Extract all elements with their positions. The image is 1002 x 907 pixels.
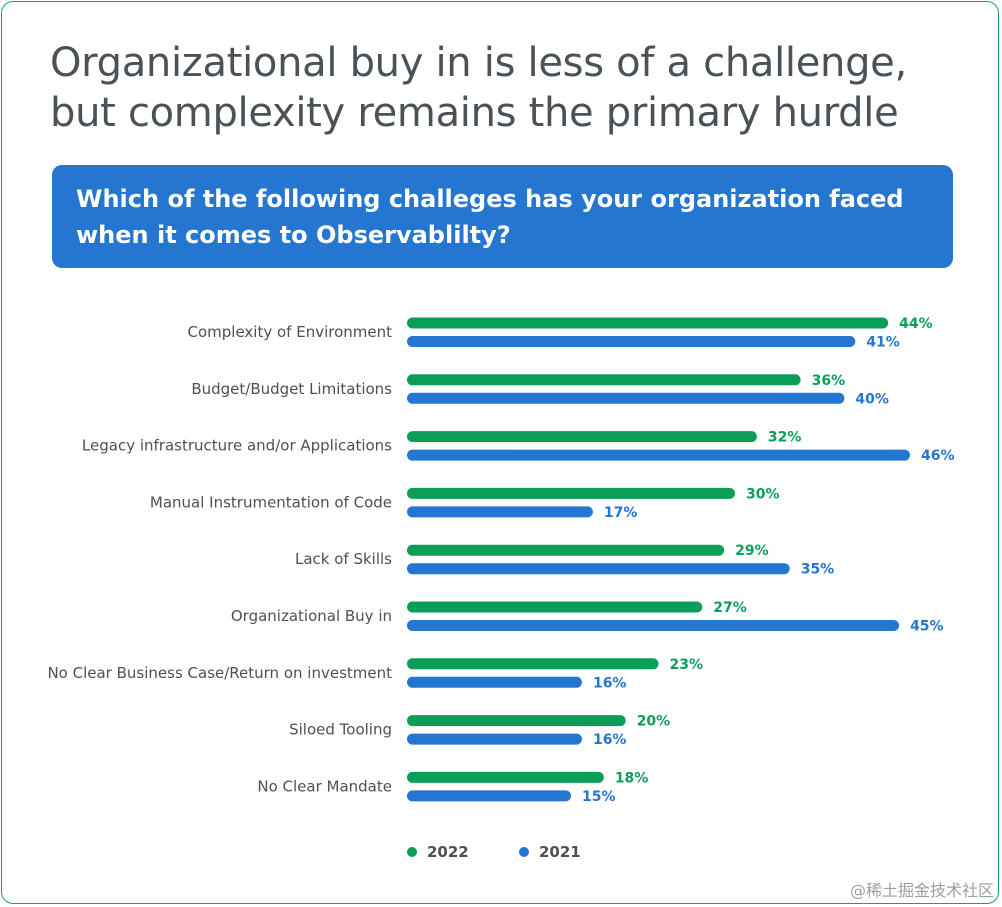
value-label-2022: 23% xyxy=(670,657,704,673)
value-label-2021: 16% xyxy=(593,675,627,691)
category-label: Organizational Buy in xyxy=(231,607,392,625)
value-label-2021: 35% xyxy=(801,562,835,578)
bar-2022 xyxy=(407,771,604,783)
question-banner: Which of the following challeges has you… xyxy=(52,165,953,268)
value-label-2022: 18% xyxy=(615,770,649,786)
legend-label-2022: 2022 xyxy=(427,843,469,861)
question-line-1: Which of the following challeges has you… xyxy=(76,185,904,213)
bar-2022 xyxy=(407,431,757,443)
watermark-text: @稀土掘金技术社区 xyxy=(849,881,994,900)
bar-2022 xyxy=(407,544,725,556)
bar-2022 xyxy=(407,601,703,613)
value-label-2021: 16% xyxy=(593,732,627,748)
value-label-2022: 36% xyxy=(812,373,846,389)
value-label-2022: 20% xyxy=(637,714,671,730)
category-label: Siloed Tooling xyxy=(289,721,392,739)
value-label-2021: 46% xyxy=(921,448,955,464)
bar-2021 xyxy=(407,449,910,461)
title-line-1: Organizational buy in is less of a chall… xyxy=(50,40,907,86)
category-label: Complexity of Environment xyxy=(188,323,393,341)
category-label: No Clear Mandate xyxy=(257,777,392,795)
bar-2021 xyxy=(407,506,593,518)
value-label-2022: 29% xyxy=(735,543,769,559)
legend-dot-2021 xyxy=(519,847,529,857)
value-label-2021: 17% xyxy=(604,505,638,521)
page-title: Organizational buy in is less of a chall… xyxy=(50,38,950,138)
bar-2022 xyxy=(407,317,889,329)
legend-label-2021: 2021 xyxy=(539,843,581,861)
bar-2022 xyxy=(407,658,659,670)
value-label-2022: 44% xyxy=(899,316,933,332)
category-label: Manual Instrumentation of Code xyxy=(150,493,392,511)
question-line-2: when it comes to Observablilty? xyxy=(76,221,511,249)
value-label-2022: 32% xyxy=(768,430,802,446)
bar-2022 xyxy=(407,374,801,386)
bar-2021 xyxy=(407,336,856,347)
bar-2021 xyxy=(407,676,582,688)
legend-dot-2022 xyxy=(407,847,417,857)
value-label-2021: 15% xyxy=(582,789,616,805)
bar-2021 xyxy=(407,790,572,802)
bar-2021 xyxy=(407,563,790,575)
bar-2022 xyxy=(407,487,736,499)
category-label: Budget/Budget Limitations xyxy=(191,380,392,398)
category-label: No Clear Business Case/Return on investm… xyxy=(47,664,392,682)
value-label-2021: 40% xyxy=(855,391,889,407)
value-label-2021: 45% xyxy=(910,619,944,635)
category-label: Legacy infrastructure and/or Application… xyxy=(82,437,392,455)
value-label-2022: 27% xyxy=(713,600,747,616)
bar-2022 xyxy=(407,715,626,727)
title-line-2: but complexity remains the primary hurdl… xyxy=(50,90,899,136)
bar-2021 xyxy=(407,733,582,745)
value-label-2022: 30% xyxy=(746,486,780,502)
category-label: Lack of Skills xyxy=(295,550,392,568)
value-label-2021: 41% xyxy=(866,335,900,351)
bar-2021 xyxy=(407,620,900,631)
bar-2021 xyxy=(407,392,845,404)
